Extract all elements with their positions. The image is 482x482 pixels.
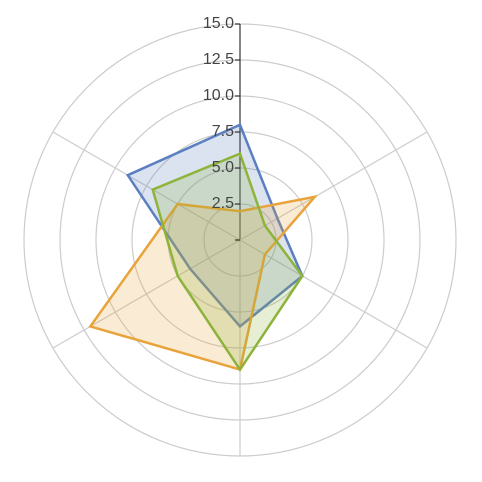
tick-label: 5.0 — [212, 159, 234, 176]
spoke — [52, 131, 241, 241]
series-area — [151, 151, 304, 372]
spoke — [239, 131, 428, 241]
tick-label: 2.5 — [212, 195, 234, 212]
tick-label: 15.0 — [203, 15, 234, 32]
spoke — [52, 239, 241, 349]
spoke — [239, 239, 428, 349]
tick-label: 7.5 — [212, 123, 234, 140]
tick-label: 12.5 — [203, 51, 234, 68]
tick-label: 10.0 — [203, 87, 234, 104]
series-area — [125, 123, 304, 329]
